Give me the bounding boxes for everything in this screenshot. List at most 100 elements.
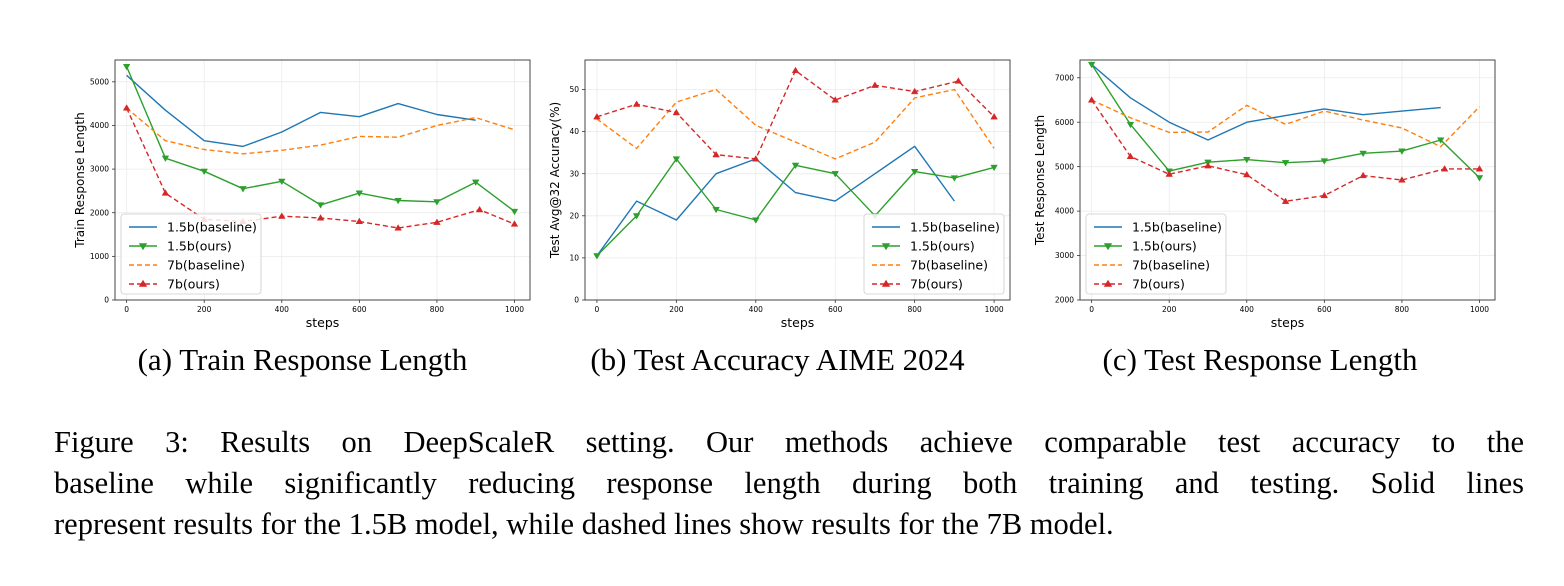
data-point xyxy=(1475,175,1484,182)
data-point xyxy=(950,175,959,182)
data-point xyxy=(593,113,601,120)
y-tick-label: 1000 xyxy=(90,252,109,261)
data-point xyxy=(1126,121,1135,129)
chart-a: 0 200 400 600 800 1000 0 1000 2000 3000 4000 5000 st… xyxy=(73,59,531,330)
data-point xyxy=(475,205,484,213)
data-point xyxy=(471,179,480,186)
series-line-3 xyxy=(126,107,515,155)
data-point xyxy=(1243,170,1251,178)
data-point xyxy=(910,169,919,176)
data-point xyxy=(1359,150,1367,158)
y-tick-label: 2000 xyxy=(1055,296,1074,305)
y-tick-label: 2000 xyxy=(90,208,109,217)
legend-label-1: 1.5b(baseline) xyxy=(910,220,1000,235)
data-point xyxy=(200,168,208,176)
data-point xyxy=(752,217,760,224)
y-tick-label: 4000 xyxy=(90,121,109,130)
data-point xyxy=(510,208,519,216)
data-point xyxy=(910,87,919,95)
data-point xyxy=(1126,152,1135,160)
legend-label-2: 1.5b(ours) xyxy=(910,239,975,254)
x-axis-label: steps xyxy=(1271,315,1305,330)
data-point xyxy=(1281,160,1290,167)
y-tick-label: 4000 xyxy=(1055,207,1074,216)
data-point xyxy=(712,150,720,158)
data-point xyxy=(394,197,402,205)
data-point xyxy=(632,213,641,220)
data-point xyxy=(791,162,800,170)
y-tick-label: 0 xyxy=(104,296,109,305)
x-tick-label: 0 xyxy=(124,305,129,314)
legend-box xyxy=(863,213,1005,295)
series-line-3 xyxy=(596,88,995,160)
data-point xyxy=(1087,96,1096,103)
axes-frame xyxy=(114,59,531,301)
data-point xyxy=(1440,165,1449,172)
figure-caption-line-3: represent results for the 1.5B model, wh… xyxy=(54,507,1114,541)
legend-label-3: 7b(baseline) xyxy=(167,258,245,273)
y-tick-label: 40 xyxy=(569,127,579,136)
series-line-1 xyxy=(596,145,955,257)
series-line-3 xyxy=(1091,99,1481,148)
y-axis-label: Test Avg@32 Accuracy(%) xyxy=(548,102,562,259)
x-tick-label: 0 xyxy=(595,305,600,314)
chart-panel-c: 0 200 400 600 800 1000 2000 3000 4000 5000 6000 700… xyxy=(1030,48,1500,333)
data-point xyxy=(1320,158,1329,165)
y-tick-label: 5000 xyxy=(1055,162,1074,171)
x-tick-label: 800 xyxy=(1395,305,1410,314)
y-tick-label: 50 xyxy=(569,85,579,94)
y-tick-label: 3000 xyxy=(90,165,109,174)
figure-caption-line-2: baseline while significantly reducing re… xyxy=(54,466,1524,500)
data-point xyxy=(122,104,131,111)
data-point xyxy=(1087,61,1096,69)
series-line-1 xyxy=(126,74,476,148)
x-tick-label: 600 xyxy=(1317,305,1332,314)
data-point xyxy=(954,77,963,84)
x-axis-label: steps xyxy=(306,315,340,330)
data-point xyxy=(278,212,286,219)
y-tick-label: 10 xyxy=(569,253,579,262)
data-point xyxy=(990,164,998,172)
legend-label-2: 1.5b(ours) xyxy=(1132,239,1197,254)
y-tick-label: 0 xyxy=(574,296,579,305)
data-point xyxy=(1475,165,1484,172)
chart-panel-a: 0 200 400 600 800 1000 0 1000 2000 3000 4000 5000 st… xyxy=(70,48,540,333)
x-tick-label: 600 xyxy=(828,305,843,314)
subcaption-c: (c) Test Response Length xyxy=(1102,342,1418,377)
figure-caption: Figure 3: Results on DeepScaleR setting.… xyxy=(54,422,1524,545)
data-point xyxy=(632,100,641,107)
legend-marker xyxy=(1103,279,1113,287)
data-point xyxy=(791,66,800,74)
legend-label-4: 7b(ours) xyxy=(1132,277,1185,292)
legend-box xyxy=(120,213,262,295)
figure-caption-line-1: Figure 3: Results on DeepScaleR setting.… xyxy=(54,425,1524,459)
data-point xyxy=(593,253,601,260)
x-tick-label: 600 xyxy=(352,305,367,314)
data-point xyxy=(1436,137,1445,144)
x-tick-label: 1000 xyxy=(1470,305,1489,314)
data-point xyxy=(752,155,760,162)
data-point xyxy=(1398,148,1406,155)
y-tick-label: 6000 xyxy=(1055,118,1074,127)
y-tick-label: 3000 xyxy=(1055,251,1074,260)
legend-label-4: 7b(ours) xyxy=(910,277,963,292)
x-axis-label: steps xyxy=(781,315,815,330)
x-tick-label: 200 xyxy=(197,305,212,314)
legend-marker xyxy=(138,279,148,287)
y-tick-label: 7000 xyxy=(1055,73,1074,82)
data-point xyxy=(712,206,720,214)
chart-panel-b: 0 200 400 600 800 1000 0 10 20 30 40 50 steps Test Av… xyxy=(545,48,1015,333)
chart-b: 0 200 400 600 800 1000 0 10 20 30 40 50 steps Test Av… xyxy=(548,59,1011,330)
legend-marker xyxy=(138,243,148,251)
x-tick-label: 1000 xyxy=(505,305,524,314)
data-point xyxy=(278,178,286,186)
x-tick-label: 800 xyxy=(908,305,923,314)
legend-marker xyxy=(881,243,891,251)
data-point xyxy=(831,96,839,103)
legend-marker xyxy=(881,279,891,287)
legend-marker xyxy=(1103,243,1113,251)
data-point xyxy=(510,220,519,227)
x-tick-label: 400 xyxy=(275,305,290,314)
data-point xyxy=(1243,156,1251,164)
data-point xyxy=(672,108,681,116)
